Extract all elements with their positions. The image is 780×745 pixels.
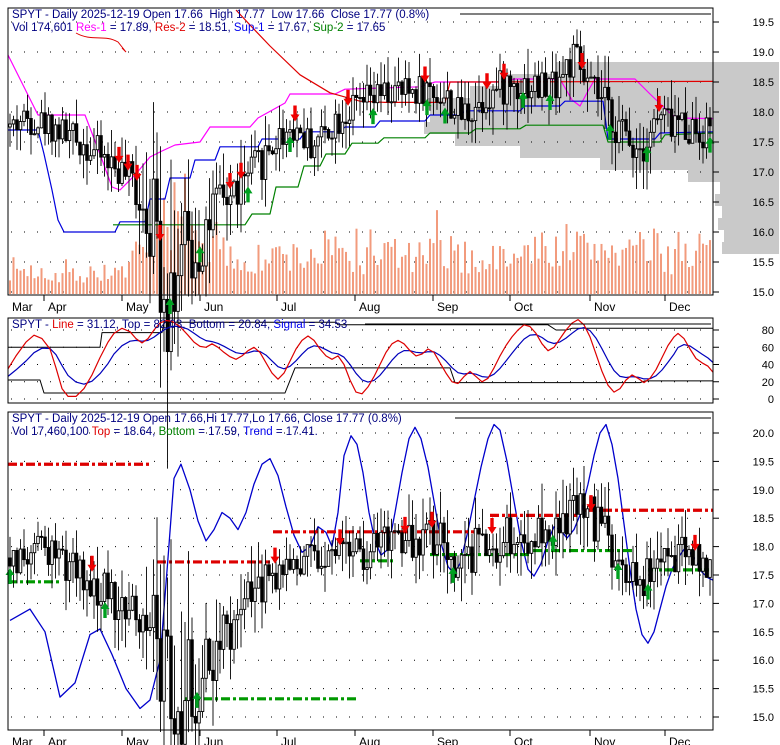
lower-candles: [8, 465, 712, 745]
month-label: Mar: [12, 735, 33, 745]
y-tick-label: 80: [762, 325, 774, 337]
y-tick-label: 17.5: [753, 137, 774, 149]
y-tick-label: 60: [762, 342, 774, 354]
y-tick-label: 17.0: [753, 167, 774, 179]
y-tick-label: 15.5: [753, 684, 774, 696]
oscillator-gridlines: [11, 329, 712, 400]
price-signal-arrows: [114, 53, 715, 314]
y-tick-label: 0: [768, 394, 774, 406]
y-tick-label: 17.5: [753, 570, 774, 582]
oscillator-signal-line: [7, 325, 714, 385]
y-tick-label: 15.0: [753, 287, 774, 299]
y-tick-label: 17.0: [753, 598, 774, 610]
y-tick-label: 16.0: [753, 655, 774, 667]
y-tick-label: 19.5: [753, 456, 774, 468]
month-label: Dec: [669, 735, 690, 745]
y-tick-label: 16.5: [753, 197, 774, 209]
price-frame: [7, 7, 714, 296]
y-tick-label: 15.5: [753, 257, 774, 269]
y-tick-label: 18.0: [753, 107, 774, 119]
oscillator-y-axis: 80 60 40 20 0: [713, 325, 774, 406]
month-label: Sep: [437, 300, 459, 314]
month-label: Jun: [204, 300, 223, 314]
month-label: Oct: [514, 735, 533, 745]
lower-signal-arrows: [5, 495, 700, 708]
y-tick-label: 16.5: [753, 627, 774, 639]
month-label: Apr: [48, 300, 67, 314]
oscillator-main-line: [7, 319, 714, 397]
price-y-axis: 19.5 19.0 18.5 18.0 17.5 17.0 16.5 16.0 15.5 15.0: [713, 17, 774, 299]
lower-frame: [7, 411, 714, 731]
month-label: Jul: [281, 735, 296, 745]
oscillator-bottom-line: [8, 367, 713, 394]
month-label: Oct: [514, 300, 533, 314]
month-label: Aug: [359, 300, 380, 314]
y-tick-label: 18.5: [753, 77, 774, 89]
price-candles: [8, 29, 712, 469]
y-tick-label: 20: [762, 377, 774, 389]
y-tick-label: 18.0: [753, 542, 774, 554]
lower-y-axis: 20.0 19.5 19.0 18.5 18.0 17.5 17.0 16.5 16.0 15.5…: [713, 428, 774, 724]
y-tick-label: 20.0: [753, 428, 774, 440]
month-label: Dec: [669, 300, 690, 314]
lower-level-segments: [8, 462, 713, 701]
price-x-axis: Mar Apr May Jun Jul Aug Sep Oct Nov Dec: [12, 295, 690, 314]
y-tick-label: 18.5: [753, 513, 774, 525]
oscillator-frame: [7, 317, 714, 404]
y-tick-label: 40: [762, 360, 774, 372]
y-tick-label: 19.0: [753, 485, 774, 497]
y-tick-label: 15.0: [753, 712, 774, 724]
y-tick-label: 19.0: [753, 47, 774, 59]
lower-x-axis: Mar Apr May Jun Jul Aug Sep Oct Nov Dec: [12, 730, 690, 745]
month-label: May: [126, 300, 149, 314]
month-label: Mar: [12, 300, 33, 314]
y-tick-label: 16.0: [753, 227, 774, 239]
month-label: Aug: [359, 735, 380, 745]
month-label: May: [126, 735, 149, 745]
lower-trend-line: [9, 423, 714, 710]
month-label: Nov: [594, 735, 615, 745]
lower-gridlines: [11, 432, 712, 718]
volume-bars: [9, 173, 711, 294]
month-label: Apr: [48, 735, 67, 745]
month-label: Nov: [594, 300, 615, 314]
month-label: Jun: [204, 735, 223, 745]
y-tick-label: 19.5: [753, 17, 774, 29]
price-overlay-lines: [7, 9, 714, 233]
month-label: Sep: [437, 735, 459, 745]
month-label: Jul: [281, 300, 296, 314]
